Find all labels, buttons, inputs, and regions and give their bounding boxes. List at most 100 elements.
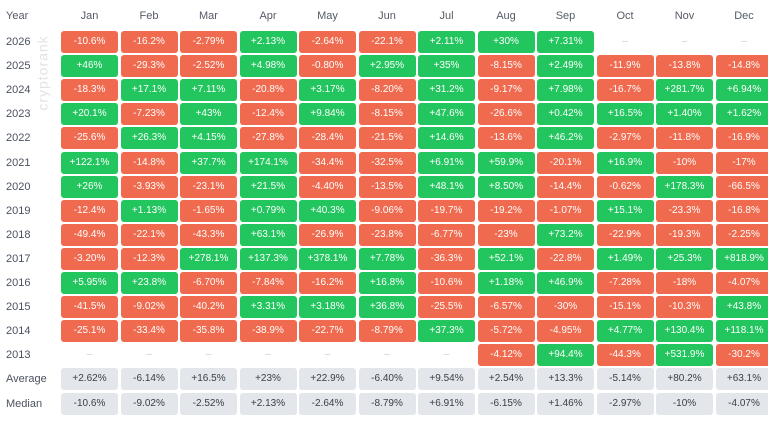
- return-cell[interactable]: +2.95%: [358, 55, 416, 78]
- return-cell[interactable]: +1.49%: [596, 247, 654, 270]
- return-cell[interactable]: -19.3%: [656, 223, 713, 246]
- return-cell[interactable]: -6.70%: [180, 272, 237, 294]
- return-cell[interactable]: +48.1%: [418, 175, 475, 198]
- return-cell[interactable]: -10.3%: [656, 296, 713, 319]
- return-cell[interactable]: -13.8%: [656, 55, 713, 78]
- return-cell[interactable]: +118.1%: [715, 320, 768, 343]
- return-cell[interactable]: -15.1%: [596, 296, 654, 319]
- return-cell[interactable]: +16.9%: [596, 151, 654, 174]
- return-cell[interactable]: -23%: [477, 223, 535, 246]
- return-cell[interactable]: -19.2%: [477, 199, 535, 222]
- return-cell[interactable]: +40.3%: [299, 199, 356, 222]
- return-cell[interactable]: -23.1%: [180, 175, 237, 198]
- return-cell[interactable]: -1.07%: [537, 199, 594, 222]
- return-cell[interactable]: -7.84%: [239, 272, 297, 294]
- return-cell[interactable]: +6.94%: [715, 79, 768, 102]
- return-cell[interactable]: +16.8%: [358, 272, 416, 294]
- return-cell[interactable]: +1.62%: [715, 103, 768, 126]
- return-cell[interactable]: -9.17%: [477, 79, 535, 102]
- return-cell[interactable]: -8.20%: [358, 79, 416, 102]
- return-cell[interactable]: -26.6%: [477, 103, 535, 126]
- return-cell[interactable]: -16.7%: [596, 79, 654, 102]
- return-cell[interactable]: +281.7%: [656, 79, 713, 102]
- return-cell[interactable]: +9.84%: [299, 103, 356, 126]
- return-cell[interactable]: +4.15%: [180, 127, 237, 150]
- return-cell[interactable]: +16.5%: [596, 103, 654, 126]
- return-cell[interactable]: -22.8%: [537, 247, 594, 270]
- return-cell[interactable]: -22.7%: [299, 320, 356, 343]
- return-cell[interactable]: -4.07%: [715, 272, 768, 294]
- return-cell[interactable]: +818.9%: [715, 247, 768, 270]
- return-cell[interactable]: +46%: [61, 55, 118, 78]
- return-cell[interactable]: -18.3%: [61, 79, 118, 102]
- return-cell[interactable]: -32.5%: [358, 151, 416, 174]
- return-cell[interactable]: -13.5%: [358, 175, 416, 198]
- return-cell[interactable]: -14.4%: [537, 175, 594, 198]
- return-cell[interactable]: -21.5%: [358, 127, 416, 150]
- return-cell[interactable]: -12.4%: [61, 199, 118, 222]
- return-cell[interactable]: +278.1%: [180, 247, 237, 270]
- return-cell[interactable]: -0.80%: [299, 55, 356, 78]
- return-cell[interactable]: -20.8%: [239, 79, 297, 102]
- return-cell[interactable]: -13.6%: [477, 127, 535, 150]
- return-cell[interactable]: -2.79%: [180, 31, 237, 53]
- return-cell[interactable]: -23.8%: [358, 223, 416, 246]
- return-cell[interactable]: -3.93%: [120, 175, 178, 198]
- return-cell[interactable]: +7.98%: [537, 79, 594, 102]
- return-cell[interactable]: +0.79%: [239, 199, 297, 222]
- return-cell[interactable]: +2.11%: [418, 31, 475, 53]
- return-cell[interactable]: -7.28%: [596, 272, 654, 294]
- return-cell[interactable]: +20.1%: [61, 103, 118, 126]
- return-cell[interactable]: +94.4%: [537, 344, 594, 367]
- return-cell[interactable]: +73.2%: [537, 223, 594, 246]
- return-cell[interactable]: -10.6%: [61, 31, 118, 53]
- return-cell[interactable]: +52.1%: [477, 247, 535, 270]
- return-cell[interactable]: -16.9%: [715, 127, 768, 150]
- return-cell[interactable]: -9.02%: [120, 296, 178, 319]
- return-cell[interactable]: -12.3%: [120, 247, 178, 270]
- return-cell[interactable]: +36.8%: [358, 296, 416, 319]
- return-cell[interactable]: -41.5%: [61, 296, 118, 319]
- return-cell[interactable]: +1.13%: [120, 199, 178, 222]
- return-cell[interactable]: +3.17%: [299, 79, 356, 102]
- return-cell[interactable]: -25.1%: [61, 320, 118, 343]
- return-cell[interactable]: -10.6%: [418, 272, 475, 294]
- return-cell[interactable]: +43.8%: [715, 296, 768, 319]
- return-cell[interactable]: +531.9%: [656, 344, 713, 367]
- return-cell[interactable]: +15.1%: [596, 199, 654, 222]
- return-cell[interactable]: -22.9%: [596, 223, 654, 246]
- return-cell[interactable]: -2.25%: [715, 223, 768, 246]
- return-cell[interactable]: +26%: [61, 175, 118, 198]
- return-cell[interactable]: +37.7%: [180, 151, 237, 174]
- return-cell[interactable]: -9.06%: [358, 199, 416, 222]
- return-cell[interactable]: -40.2%: [180, 296, 237, 319]
- return-cell[interactable]: -4.95%: [537, 320, 594, 343]
- return-cell[interactable]: +14.6%: [418, 127, 475, 150]
- return-cell[interactable]: -22.1%: [358, 31, 416, 53]
- return-cell[interactable]: +2.49%: [537, 55, 594, 78]
- return-cell[interactable]: -36.3%: [418, 247, 475, 270]
- return-cell[interactable]: +59.9%: [477, 151, 535, 174]
- return-cell[interactable]: -38.9%: [239, 320, 297, 343]
- return-cell[interactable]: -12.4%: [239, 103, 297, 126]
- return-cell[interactable]: -18%: [656, 272, 713, 294]
- return-cell[interactable]: +43%: [180, 103, 237, 126]
- return-cell[interactable]: -25.6%: [61, 127, 118, 150]
- return-cell[interactable]: +5.95%: [61, 272, 118, 294]
- return-cell[interactable]: +2.13%: [239, 31, 297, 53]
- return-cell[interactable]: -2.52%: [180, 55, 237, 78]
- return-cell[interactable]: -16.2%: [299, 272, 356, 294]
- return-cell[interactable]: +178.3%: [656, 175, 713, 198]
- return-cell[interactable]: -26.9%: [299, 223, 356, 246]
- return-cell[interactable]: -7.23%: [120, 103, 178, 126]
- return-cell[interactable]: -49.4%: [61, 223, 118, 246]
- return-cell[interactable]: -4.12%: [477, 344, 535, 367]
- return-cell[interactable]: +8.50%: [477, 175, 535, 198]
- return-cell[interactable]: +47.6%: [418, 103, 475, 126]
- return-cell[interactable]: +3.18%: [299, 296, 356, 319]
- return-cell[interactable]: -14.8%: [120, 151, 178, 174]
- return-cell[interactable]: -8.15%: [477, 55, 535, 78]
- return-cell[interactable]: -23.3%: [656, 199, 713, 222]
- return-cell[interactable]: +37.3%: [418, 320, 475, 343]
- return-cell[interactable]: -3.20%: [61, 247, 118, 270]
